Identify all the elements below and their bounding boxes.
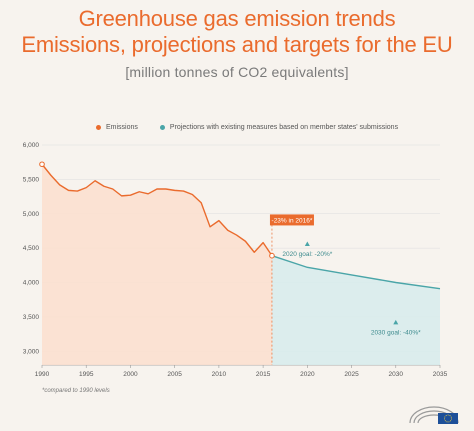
legend-dot-emissions (96, 125, 101, 130)
y-tick-label: 5,500 (23, 176, 40, 183)
eu-parliament-logo (409, 406, 459, 424)
x-tick-label: 2025 (344, 371, 359, 378)
legend: Emissions Projections with existing meas… (96, 124, 398, 131)
x-tick-label: 2005 (167, 371, 182, 378)
legend-dot-projections (159, 125, 165, 130)
series-line-emissions (41, 163, 273, 257)
x-tick-label: 1995 (79, 371, 94, 378)
title-block: Greenhouse gas emission trends Emissions… (0, 6, 474, 80)
x-tick-label: 2000 (123, 371, 138, 378)
projections-area (271, 255, 440, 365)
chart-subtitle: [million tonnes of CO2 equivalents] (125, 64, 349, 80)
y-tick-label: 3,500 (23, 314, 40, 321)
goal-2020-label: 2020 goal: -20%* (282, 251, 332, 258)
goal-2030-label: 2030 goal: -40%* (371, 329, 421, 336)
annotation-2016: -23% in 2016* (272, 217, 313, 224)
x-tick-label: 1990 (35, 371, 50, 378)
series-line-projections (271, 255, 441, 290)
emissions-area (42, 164, 272, 365)
x-tick-label: 2020 (300, 371, 315, 378)
legend-item-projections: Projections with existing measures based… (159, 124, 399, 131)
data-point-1990 (39, 161, 45, 168)
y-tick-label: 3,000 (23, 348, 40, 355)
y-tick-label: 5,000 (23, 211, 40, 218)
goal-2020-triangle (304, 241, 310, 246)
y-tick-label: 4,500 (23, 245, 40, 252)
data-point-2016 (269, 252, 275, 259)
y-tick-label: 6,000 (23, 142, 40, 149)
footnote: *compared to 1990 levels (42, 388, 110, 394)
goal-2030-triangle (393, 319, 399, 325)
x-tick-label: 2035 (433, 371, 448, 378)
y-tick-label: 4,000 (23, 280, 40, 287)
annotation-box-2016 (269, 214, 314, 226)
x-tick-label: 2015 (256, 371, 271, 378)
x-tick-label: 2030 (389, 371, 404, 378)
legend-item-emissions: Emissions (96, 124, 138, 131)
legend-label-emissions: Emissions (106, 124, 138, 131)
chart-title-line2: Emissions, projections and targets for t… (21, 32, 453, 57)
legend-label-projections: Projections with existing measures based… (169, 124, 399, 131)
chart-title-line1: Greenhouse gas emission trends (78, 6, 396, 31)
x-tick-label: 2010 (212, 371, 227, 378)
